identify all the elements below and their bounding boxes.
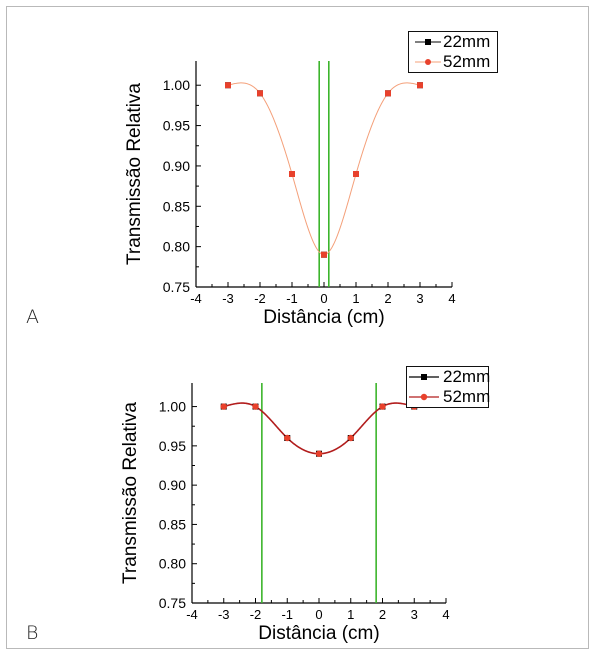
chart-1-x-tick-label: 2	[379, 607, 386, 622]
chart-0-x-axis-title: Distância (cm)	[263, 307, 384, 328]
chart-0-x-tick-label: -1	[286, 291, 298, 306]
chart-1-x-tick-label: -1	[281, 607, 293, 622]
legend-a-label-52mm: 52mm	[443, 52, 491, 71]
chart-0-point-52mm	[385, 90, 391, 97]
chart-1-point-52mm	[379, 403, 386, 410]
chart-1-point-52mm	[220, 403, 227, 410]
chart-1-y-tick-label: 0.75	[159, 595, 186, 611]
chart-1-point-52mm	[252, 403, 259, 410]
chart-0-x-tick-label: 3	[416, 291, 423, 306]
chart-0-x-tick-label: 4	[448, 291, 455, 306]
chart-0-point-52mm	[257, 90, 263, 97]
chart-0-point-52mm	[353, 171, 359, 177]
chart-1-y-tick-label: 0.95	[159, 438, 186, 454]
legend-a-marker-52mm	[415, 59, 441, 65]
chart-0-y-tick-label: 0.80	[163, 239, 190, 255]
legend-b: 22mm 52mm	[406, 366, 491, 408]
chart-0-x-tick-label: -3	[222, 291, 234, 306]
chart-0-point-52mm	[321, 251, 327, 258]
panel-label-a: A	[26, 306, 39, 328]
chart-0-x-tick-label: -4	[190, 291, 202, 306]
legend-b-label-52mm: 52mm	[443, 387, 491, 406]
chart-1-point-52mm	[284, 434, 291, 442]
chart-0-y-tick-label: 1.00	[163, 77, 190, 93]
chart-0-y-tick-label: 0.90	[163, 158, 190, 174]
chart-0-y-tick-label: 0.75	[163, 279, 190, 295]
chart-1-x-tick-label: 4	[442, 607, 449, 622]
chart-0-point-52mm	[417, 82, 423, 89]
legend-b-label-22mm: 22mm	[443, 367, 491, 386]
chart-1-x-tick-label: -4	[186, 607, 198, 622]
chart-1-x-tick-label: 0	[315, 607, 322, 622]
chart-1-y-tick-label: 0.85	[159, 516, 186, 532]
chart-0-point-52mm	[225, 82, 231, 89]
chart-0-point-52mm	[289, 171, 295, 177]
legend-a-label-22mm: 22mm	[443, 32, 491, 51]
chart-0-x-tick-label: -2	[254, 291, 266, 306]
chart-0-y-axis-title: Transmissão Relativa	[124, 83, 145, 265]
chart-0-x-tick-label: 2	[384, 291, 391, 306]
chart-1-y-axis-title: Transmissão Relativa	[120, 402, 141, 584]
chart-1-point-52mm	[315, 450, 323, 457]
legend-a-marker-22mm	[415, 39, 441, 45]
chart-0-x-tick-label: 0	[320, 291, 327, 306]
chart-0-x-tick-label: 1	[352, 291, 359, 306]
chart-0-y-tick-label: 0.85	[163, 198, 190, 214]
chart-1-x-tick-label: -3	[218, 607, 230, 622]
chart-1-x-tick-label: 3	[411, 607, 418, 622]
panel-label-b: B	[26, 622, 39, 644]
chart-1-point-52mm	[347, 434, 354, 442]
chart-1-x-tick-label: -2	[250, 607, 262, 622]
chart-1-x-axis-title: Distância (cm)	[258, 623, 379, 644]
legend-b-marker-52mm	[409, 393, 439, 401]
chart-0-y-tick-label: 0.95	[163, 118, 190, 134]
chart-1-y-tick-label: 0.80	[159, 556, 186, 572]
chart-1-fit-curve	[223, 402, 415, 455]
figure-frame	[6, 6, 589, 649]
legend-a: 22mm 52mm	[408, 31, 498, 73]
chart-1-y-tick-label: 1.00	[159, 399, 186, 415]
legend-b-marker-22mm	[409, 374, 439, 380]
chart-1-x-tick-label: 1	[347, 607, 354, 622]
chart-1-y-tick-label: 0.90	[159, 477, 186, 493]
